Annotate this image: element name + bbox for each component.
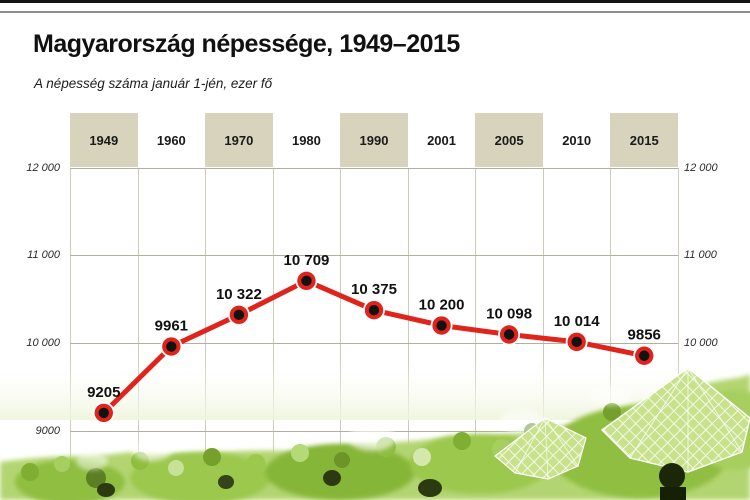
marker-halo-1960 — [160, 335, 183, 358]
grid-hline-10000 — [70, 343, 678, 345]
ytick-left-9000: 9000 — [35, 424, 60, 437]
marker-ring-1990 — [364, 300, 384, 320]
marker-halo-1990 — [363, 299, 386, 322]
man-silhouette-head — [659, 463, 685, 489]
marker-halo-1980 — [295, 269, 318, 292]
marker-dot-1970 — [233, 309, 245, 321]
ytick-right-10000: 10 000 — [684, 337, 718, 350]
ytick-right-11000: 11 000 — [684, 249, 717, 262]
top-black-bar — [0, 0, 750, 3]
marker-ring-1970 — [229, 305, 249, 325]
ytick-right-12000: 12 000 — [684, 161, 718, 174]
marker-dot-2005 — [503, 329, 515, 340]
grid-vline — [70, 167, 71, 466]
ytick-left-10000: 10 000 — [26, 337, 60, 350]
marker-dot-2001 — [436, 320, 447, 331]
marker-ring-1960 — [162, 337, 181, 356]
ytick-left-12000: 12 000 — [26, 161, 60, 174]
value-label-2005: 10 098 — [486, 305, 532, 322]
checkered-umbrella-large — [600, 367, 750, 500]
marker-ring-2001 — [432, 316, 451, 335]
value-label-1990: 10 375 — [351, 281, 397, 298]
grid-vline — [678, 167, 679, 466]
marker-halo-1970 — [227, 303, 250, 326]
man-silhouette-body — [660, 487, 686, 500]
marker-dot-1980 — [301, 275, 312, 287]
marker-ring-1980 — [297, 271, 316, 291]
year-band-2001: 2001 — [407, 113, 476, 167]
marker-dot-1990 — [368, 304, 380, 316]
page-subtitle: A népesség száma január 1-jén, ezer fő — [34, 76, 273, 91]
marker-ring-2005 — [499, 325, 519, 344]
marker-halo-2001 — [430, 314, 453, 337]
year-band-1949: 1949 — [70, 113, 138, 167]
value-label-1970: 10 322 — [216, 286, 262, 303]
value-label-2010: 10 014 — [554, 313, 601, 330]
grid-hline-11000 — [70, 255, 678, 257]
ytick-left-11000: 11 000 — [27, 249, 60, 262]
top-gray-rule — [0, 11, 750, 13]
year-band-2015: 2015 — [610, 113, 678, 167]
marker-ring-2010 — [567, 332, 586, 352]
year-band-1970: 1970 — [205, 113, 273, 167]
value-label-1960: 9961 — [155, 318, 188, 335]
crowd-photo-illustration — [0, 360, 750, 500]
year-band-2005: 2005 — [475, 113, 543, 167]
value-label-2001: 10 200 — [419, 297, 465, 314]
year-band-1990: 1990 — [340, 113, 408, 167]
value-label-2015: 9856 — [628, 327, 661, 344]
year-band-1960: 1960 — [137, 113, 206, 167]
year-band-2010: 2010 — [542, 113, 611, 167]
checkered-umbrella-small — [494, 417, 587, 480]
marker-halo-2010 — [565, 330, 588, 353]
marker-dot-2010 — [571, 336, 582, 348]
page-title: Magyarország népessége, 1949–2015 — [33, 30, 460, 58]
year-band-1980: 1980 — [272, 113, 341, 167]
grid-hline-12000 — [70, 167, 678, 169]
